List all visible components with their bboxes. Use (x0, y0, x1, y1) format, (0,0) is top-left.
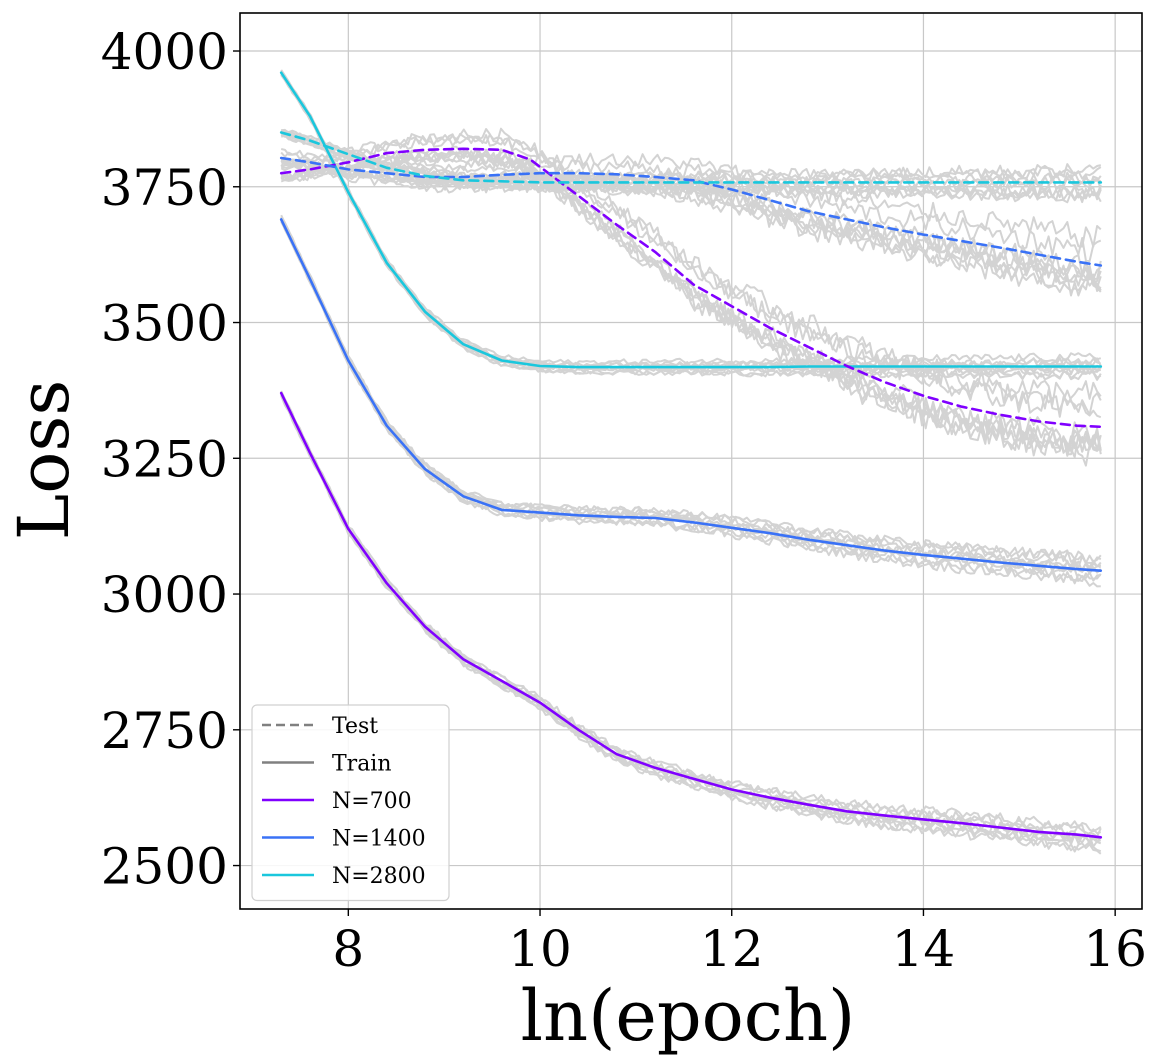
x-tick-label: 14 (892, 920, 956, 978)
series-test-n2800 (279, 131, 1103, 184)
series-lines (279, 71, 1103, 839)
y-tick-label: 3500 (101, 295, 228, 353)
replicate-run-line (280, 163, 1102, 297)
legend: Test Train N=700 N=1400 N=2800 (251, 704, 450, 902)
x-axis-label: ln(epoch) (521, 975, 856, 1057)
replicate-run-line (281, 134, 1102, 204)
replicate-run-line (280, 150, 1102, 457)
x-axis-ticks: 8 10 12 14 16 (332, 909, 1147, 978)
replicate-run-line (280, 74, 1102, 381)
y-tick-label: 4000 (101, 23, 228, 81)
x-tick-label: 10 (508, 920, 572, 978)
legend-label: Train (332, 752, 392, 777)
series-train-n2800 (279, 71, 1103, 369)
legend-label: N=700 (332, 789, 412, 814)
legend-label: N=2800 (332, 864, 426, 889)
replicate-run-line (281, 129, 1102, 181)
x-tick-label: 16 (1083, 920, 1147, 978)
y-tick-label: 3000 (101, 566, 228, 624)
legend-label: Test (332, 714, 378, 739)
legend-label: N=1400 (332, 827, 426, 852)
y-tick-label: 2500 (101, 838, 228, 896)
y-tick-label: 2750 (101, 702, 228, 760)
y-axis-label: Loss (3, 380, 85, 540)
replicate-run-line (280, 216, 1102, 569)
replicate-run-line (280, 133, 1102, 199)
series-train-n700 (279, 391, 1103, 839)
series-test-n1400 (279, 156, 1103, 267)
x-tick-label: 8 (332, 920, 364, 978)
legend-box (251, 704, 450, 902)
plot-frame (239, 12, 1143, 910)
replicate-run-line (280, 395, 1102, 855)
series-train-n1400 (279, 218, 1103, 573)
replicate-run-line (280, 69, 1102, 366)
series-test-n700 (279, 147, 1103, 429)
replicate-run-line (280, 391, 1102, 836)
y-tick-label: 3250 (101, 430, 228, 488)
x-tick-label: 12 (700, 920, 764, 978)
y-tick-label: 3750 (101, 159, 228, 217)
y-axis-ticks: 2500 2750 3000 3250 3500 3750 4000 (101, 23, 240, 896)
replicate-run-line (281, 127, 1102, 406)
replicate-run-line (280, 148, 1102, 248)
replicate-run-line (280, 149, 1102, 455)
